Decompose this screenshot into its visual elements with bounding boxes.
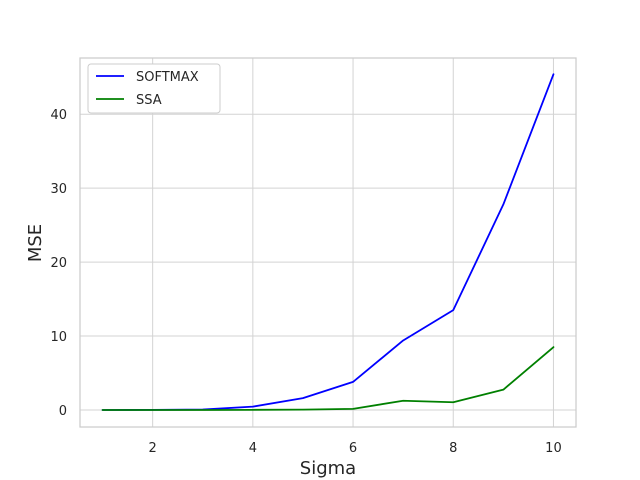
x-axis-title: Sigma (300, 458, 356, 479)
y-tick-labels: 0 10 20 30 40 (50, 108, 67, 419)
legend-label-ssa: SSA (136, 93, 162, 108)
x-tick-label: 4 (249, 441, 257, 456)
y-tick-label: 0 (59, 404, 67, 419)
plot-area (80, 58, 576, 427)
legend-label-softmax: SOFTMAX (136, 70, 199, 85)
legend: SOFTMAX SSA (87, 63, 221, 114)
series-lines (101, 73, 555, 411)
y-tick-label: 40 (50, 108, 67, 123)
x-tick-labels: 2 4 6 8 10 (149, 441, 562, 456)
y-tick-label: 30 (50, 182, 67, 197)
x-tick-label: 6 (349, 441, 357, 456)
x-tick-label: 10 (545, 441, 562, 456)
y-tick-label: 10 (50, 330, 67, 345)
plot-frame (79, 57, 577, 428)
x-tick-label: 8 (449, 441, 457, 456)
series-line-ssa (101, 346, 555, 411)
y-axis-title: MSE (25, 224, 46, 262)
y-tick-label: 20 (50, 256, 67, 271)
x-tick-label: 2 (149, 441, 157, 456)
